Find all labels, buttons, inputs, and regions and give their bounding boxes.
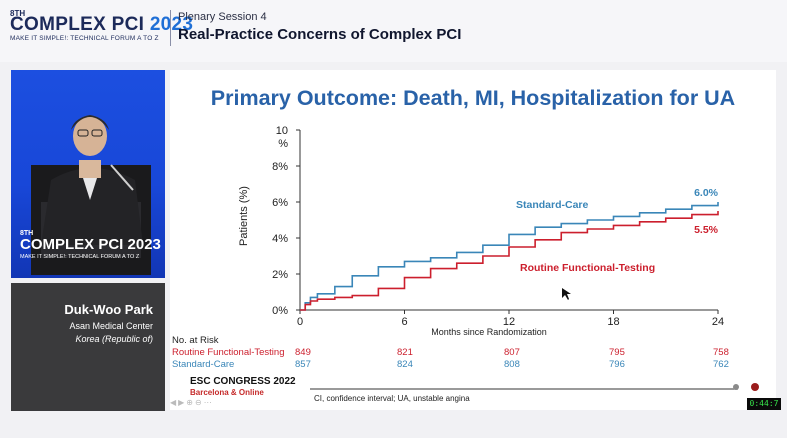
km-curve: [300, 202, 719, 311]
logo-name: COMPLEX PCI: [10, 14, 145, 35]
end-value-label: 6.0%: [694, 187, 719, 199]
risk-count: 807: [504, 347, 520, 358]
risk-count: 796: [609, 359, 625, 370]
conference-header: 8TH COMPLEX PCI 2023 MAKE IT SIMPLE!: TE…: [0, 0, 787, 62]
video-logo-tagline: MAKE IT SIMPLE!: TECHNICAL FORUM A TO Z: [20, 254, 140, 260]
speaker-affiliation: Asan Medical Center: [69, 321, 153, 331]
session-title: Real-Practice Concerns of Complex PCI: [178, 26, 462, 43]
header-divider: [170, 10, 171, 46]
slide-progress-bar[interactable]: [310, 388, 738, 390]
video-logo-name: COMPLEX PCI 2023: [20, 236, 161, 253]
series-label: Routine Functional-Testing: [520, 262, 655, 274]
logo-edition: 8TH: [10, 9, 26, 18]
x-tick-label: 6: [401, 316, 407, 328]
risk-row-label: Standard-Care: [172, 359, 235, 370]
conference-logo: COMPLEX PCI 2023: [10, 14, 193, 36]
risk-count: 857: [295, 359, 311, 370]
slide-footnote: CI, confidence interval; UA, unstable an…: [314, 394, 470, 403]
y-tick-label: 6%: [272, 197, 288, 209]
speaker-country: Korea (Republic of): [75, 334, 153, 344]
y-tick-label: 10: [276, 125, 288, 137]
conference-location: Barcelona & Online: [190, 388, 264, 397]
logo-year: 2023: [149, 14, 194, 35]
presentation-slide: Primary Outcome: Death, MI, Hospitalizat…: [170, 70, 776, 410]
record-indicator-icon: [751, 383, 759, 391]
series-label: Standard-Care: [516, 199, 589, 211]
speaker-figure: [31, 115, 151, 275]
slide-title: Primary Outcome: Death, MI, Hospitalizat…: [210, 86, 736, 110]
end-value-label: 5.5%: [694, 224, 719, 236]
risk-count: 849: [295, 347, 311, 358]
slide-navigation-icons[interactable]: ◀▶⊕⊖⋯: [170, 398, 214, 407]
km-chart: 0% 2% 4% 6% 8% 10% 0 6 12 18 24 Months since Random…: [238, 125, 724, 337]
elapsed-timer: 0:44:7: [747, 398, 781, 410]
speaker-name: Duk-Woo Park: [64, 302, 153, 317]
y-tick-label: %: [278, 138, 288, 150]
x-axis-label: Months since Randomization: [431, 327, 547, 337]
mouse-cursor-icon: [562, 288, 571, 300]
x-tick-label: 18: [607, 316, 619, 328]
risk-table-header: No. at Risk: [172, 335, 219, 346]
logo-tagline: MAKE IT SIMPLE!: TECHNICAL FORUM A TO Z: [10, 35, 159, 42]
y-tick-label: 0%: [272, 305, 288, 317]
speaker-card: Duk-Woo Park Asan Medical Center Korea (…: [11, 283, 165, 411]
video-logo: 8TH COMPLEX PCI 2023 MAKE IT SIMPLE!: TE…: [20, 230, 161, 260]
y-axis-label: Patients (%): [238, 186, 250, 246]
km-curve: [300, 211, 719, 311]
x-tick-label: 12: [503, 316, 515, 328]
speaker-video: 8TH COMPLEX PCI 2023 MAKE IT SIMPLE!: TE…: [11, 70, 165, 278]
conference-name: ESC CONGRESS 2022: [190, 376, 296, 387]
risk-count: 808: [504, 359, 520, 370]
x-tick-label: 24: [712, 316, 724, 328]
risk-count: 824: [397, 359, 413, 370]
risk-count: 758: [713, 347, 729, 358]
risk-row-label: Routine Functional-Testing: [172, 347, 285, 358]
y-tick-label: 8%: [272, 161, 288, 173]
session-label: Plenary Session 4: [178, 11, 267, 23]
y-tick-label: 2%: [272, 269, 288, 281]
video-logo-edition: 8TH: [20, 230, 34, 237]
risk-count: 762: [713, 359, 729, 370]
x-tick-label: 0: [297, 316, 303, 328]
progress-marker[interactable]: [733, 384, 739, 390]
risk-count: 821: [397, 347, 413, 358]
risk-count: 795: [609, 347, 625, 358]
slide-progress-fill: [310, 388, 734, 390]
y-tick-label: 4%: [272, 233, 288, 245]
